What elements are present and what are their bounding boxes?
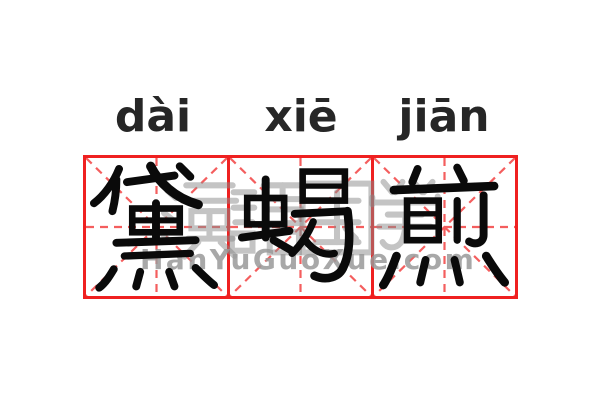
hanzi-dai-strokes (90, 161, 219, 292)
grid-cell-3 (374, 158, 515, 296)
pinyin-syllable-1: dài (114, 91, 192, 142)
hanzi-jian-strokes (378, 163, 510, 290)
cell-guide-lines (374, 158, 515, 296)
pinyin-syllable-2: xiē (264, 91, 338, 142)
hanzi-glyph-xie (237, 168, 354, 283)
practice-grid: HanYuGuoXue.com (83, 155, 518, 299)
hanzi-xie-strokes (237, 168, 354, 283)
pinyin-syllable-3: jiān (398, 91, 490, 142)
hanzi-glyph-dai (90, 161, 219, 292)
hanzi-glyph-jian (378, 163, 510, 290)
